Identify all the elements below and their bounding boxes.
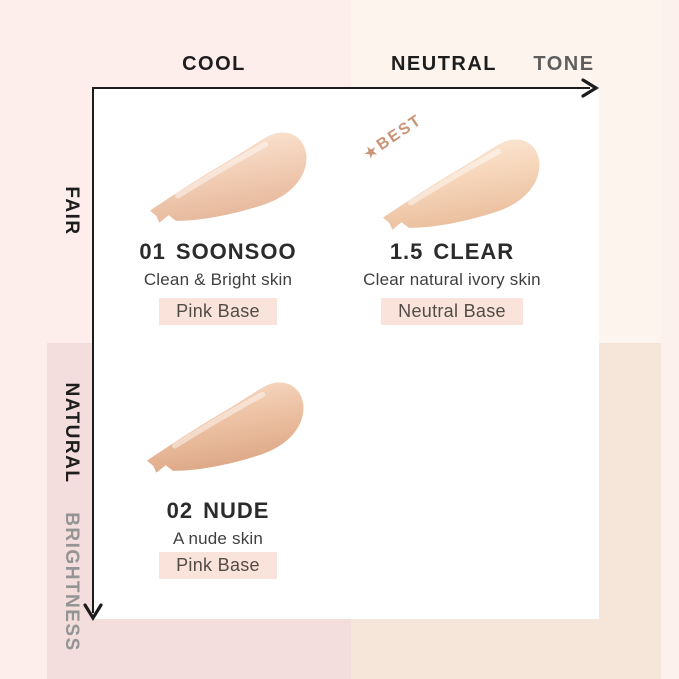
smear-gloss <box>408 148 502 206</box>
axis-label-natural: NATURAL <box>61 382 82 484</box>
smear-gloss <box>172 391 266 449</box>
smear-shape <box>146 382 304 473</box>
product-title: 02 NUDE <box>88 498 348 524</box>
base-badge: Neutral Base <box>381 298 523 325</box>
swatch-smear-clear <box>382 139 540 230</box>
base-badge: Pink Base <box>159 552 277 579</box>
product-title: 1.5 CLEAR <box>322 239 582 265</box>
product-number: 02 <box>166 498 194 523</box>
product-title: 01 SOONSOO <box>88 239 348 265</box>
product-name: NUDE <box>203 498 270 523</box>
product-number: 01 <box>139 239 166 264</box>
product-name: CLEAR <box>433 239 515 264</box>
product-card-soonsoo: 01 SOONSOO Clean & Bright skin Pink Base <box>88 120 348 335</box>
product-card-nude: 02 NUDE A nude skin Pink Base <box>88 369 348 591</box>
product-description: A nude skin <box>172 529 264 548</box>
axis-label-neutral: NEUTRAL <box>390 53 498 75</box>
smear-gloss <box>175 141 269 199</box>
product-card-clear: 1.5 CLEAR Clear natural ivory skin Neutra… <box>322 120 582 335</box>
axis-title-tone: TONE <box>533 53 595 75</box>
base-badge-wrap: Pink Base <box>88 298 348 325</box>
axis-label-cool: COOL <box>182 53 246 75</box>
axis-label-fair: FAIR <box>61 186 82 236</box>
smear-shape <box>382 139 540 230</box>
swatch-smear-nude <box>146 382 304 473</box>
base-badge-wrap: Pink Base <box>88 552 348 579</box>
smear-shape <box>149 132 307 223</box>
base-badge-wrap: Neutral Base <box>322 298 582 325</box>
base-badge: Pink Base <box>159 298 277 325</box>
product-number: 1.5 <box>389 239 424 264</box>
product-description: Clean & Bright skin <box>143 270 293 289</box>
product-description: Clear natural ivory skin <box>363 270 541 289</box>
background-right-strip <box>661 0 679 679</box>
swatch-smear-soonsoo <box>149 132 307 223</box>
product-name: SOONSOO <box>175 239 297 264</box>
